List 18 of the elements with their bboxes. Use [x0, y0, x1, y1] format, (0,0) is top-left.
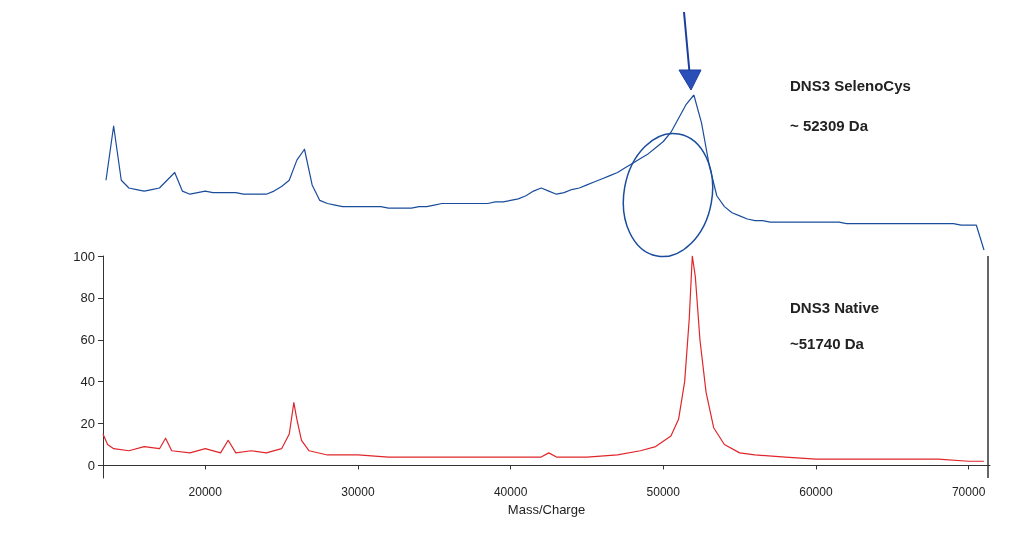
text: DNS3 Native [790, 299, 880, 316]
x-tick-label: 50000 [646, 485, 681, 499]
annotation: ~51740 Da [790, 335, 865, 352]
x-axis-title: Mass/Charge [507, 501, 586, 517]
text: DNS3 SelenoCys [790, 77, 911, 94]
x-tick-label: 70000 [951, 485, 986, 499]
y-tick-label: 40 [80, 374, 95, 390]
x-tick-label: 20000 [188, 485, 223, 499]
x-tick-label: 60000 [799, 485, 833, 499]
y-tick-label: 100 [73, 248, 95, 264]
line-series [102, 255, 985, 462]
y-tick-label: 0 [87, 457, 95, 473]
y-tick-label: 20 [80, 416, 95, 432]
y-tick-label: 60 [80, 332, 95, 348]
y-tick-label: 80 [80, 290, 95, 306]
x-tick-label: 30000 [341, 485, 375, 499]
annotation: ~ 52309 Da [790, 117, 869, 134]
x-tick-label: 40000 [493, 485, 528, 499]
